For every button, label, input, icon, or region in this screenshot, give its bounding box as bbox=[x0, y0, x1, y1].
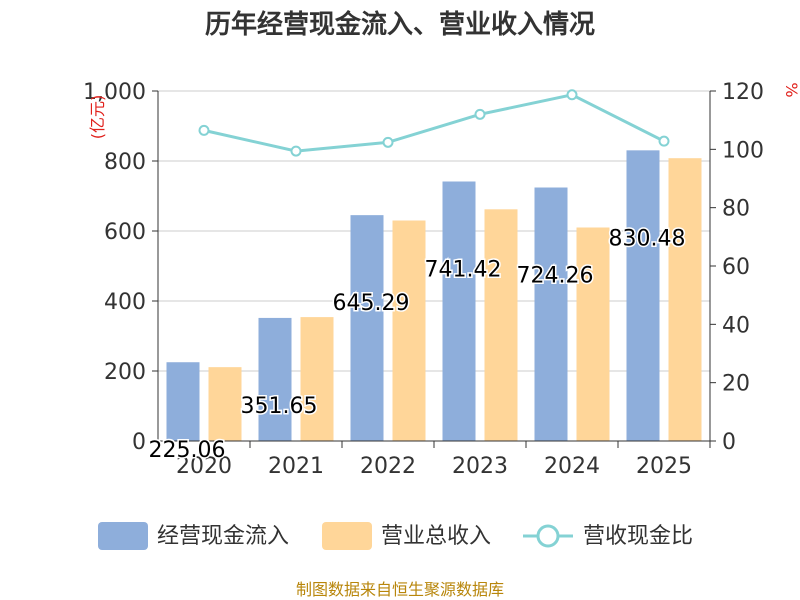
legend-swatch-cash-inflow bbox=[98, 522, 148, 550]
x-tick-label: 2025 bbox=[636, 454, 692, 479]
line-point-ratio bbox=[290, 145, 302, 157]
right-tick-label: 40 bbox=[722, 313, 750, 338]
right-tick-label: 0 bbox=[722, 430, 736, 455]
line-point-ratio bbox=[566, 89, 578, 101]
gridlines bbox=[158, 90, 710, 372]
bar-revenue bbox=[392, 220, 426, 441]
x-tick-label: 2021 bbox=[268, 454, 324, 479]
data-label: 830.48 bbox=[609, 226, 686, 251]
bar-revenue bbox=[668, 158, 702, 441]
bar-series bbox=[166, 150, 702, 442]
line-series bbox=[198, 89, 670, 157]
left-tick-label: 1,000 bbox=[83, 80, 146, 105]
line-point-ratio bbox=[474, 108, 486, 120]
bar-cash-inflow bbox=[442, 181, 476, 442]
legend: 经营现金流入 营业总收入 营收现金比 bbox=[98, 522, 693, 550]
data-label: 225.06 bbox=[149, 438, 226, 463]
chart-title: 历年经营现金流入、营业收入情况 bbox=[205, 9, 595, 40]
bar-cash-inflow bbox=[534, 187, 568, 441]
left-tick-label: 0 bbox=[132, 430, 146, 455]
x-tick-label: 2022 bbox=[360, 454, 416, 479]
bar-revenue bbox=[300, 317, 334, 441]
bar-cash-inflow bbox=[258, 317, 292, 441]
data-label: 741.42 bbox=[425, 258, 502, 283]
bar-revenue bbox=[484, 209, 518, 441]
left-tick-label: 600 bbox=[104, 220, 146, 245]
x-tick-label: 2020 bbox=[176, 454, 232, 479]
data-label: 351.65 bbox=[241, 394, 318, 419]
right-tick-label: 100 bbox=[722, 138, 764, 163]
legend-marker-ratio bbox=[536, 524, 560, 548]
right-tick-label: 120 bbox=[722, 80, 764, 105]
axes: 0 200 400 600 800 1,000 0 20 40 60 80 100 120 2020 202… bbox=[83, 80, 764, 479]
bar-revenue bbox=[576, 227, 610, 441]
data-label: 724.26 bbox=[517, 264, 594, 289]
line-point-ratio bbox=[658, 135, 670, 147]
x-tick-label: 2023 bbox=[452, 454, 508, 479]
bar-revenue bbox=[208, 367, 242, 441]
right-axis-unit: % bbox=[782, 82, 800, 97]
legend-label-cash-inflow: 经营现金流入 bbox=[157, 524, 289, 549]
data-labels: 225.06 351.65 645.29 741.42 724.26 830.48 bbox=[147, 225, 687, 465]
bar-cash-inflow bbox=[350, 215, 384, 441]
line-ratio bbox=[203, 93, 665, 153]
source-note: 制图数据来自恒生聚源数据库 bbox=[296, 580, 504, 599]
right-tick-label: 20 bbox=[722, 372, 750, 397]
line-point-ratio bbox=[382, 136, 394, 148]
left-tick-label: 800 bbox=[104, 150, 146, 175]
legend-label-revenue: 营业总收入 bbox=[381, 524, 491, 549]
legend-label-ratio: 营收现金比 bbox=[583, 524, 693, 549]
bar-cash-inflow bbox=[626, 150, 660, 441]
legend-swatch-revenue bbox=[322, 522, 372, 550]
left-tick-label: 400 bbox=[104, 290, 146, 315]
bar-cash-inflow bbox=[166, 362, 200, 441]
line-point-ratio bbox=[198, 124, 210, 136]
x-tick-label: 2024 bbox=[544, 454, 600, 479]
right-tick-label: 60 bbox=[722, 255, 750, 280]
left-axis-unit: (亿元) bbox=[88, 95, 107, 140]
right-tick-label: 80 bbox=[722, 197, 750, 222]
data-label: 645.29 bbox=[333, 291, 410, 316]
left-tick-label: 200 bbox=[104, 360, 146, 385]
